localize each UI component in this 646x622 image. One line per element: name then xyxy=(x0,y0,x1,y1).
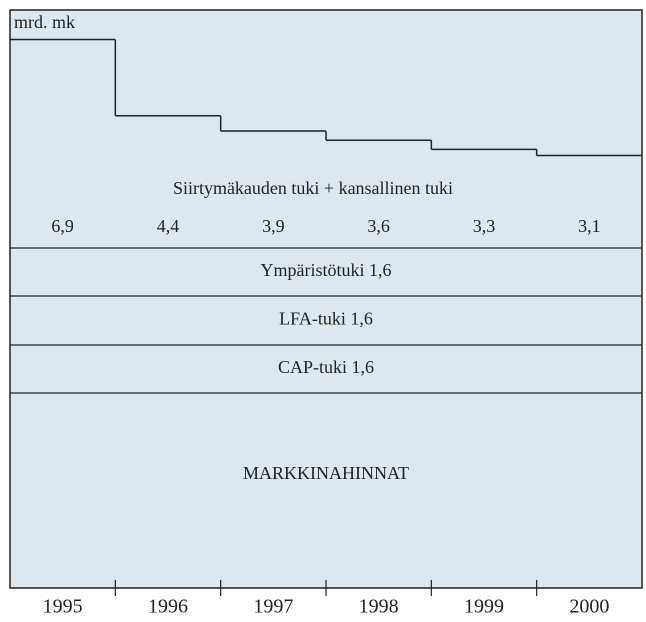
x-tick-label: 2000 xyxy=(569,596,609,618)
value-label: 3,3 xyxy=(473,216,496,236)
x-tick-label: 1999 xyxy=(464,596,504,618)
band-label: LFA-tuki 1,6 xyxy=(279,309,373,329)
series-label: Siirtymäkauden tuki + kansallinen tuki xyxy=(173,178,453,198)
x-tick-label: 1995 xyxy=(43,596,83,618)
value-label: 3,1 xyxy=(578,216,601,236)
value-label: 6,9 xyxy=(51,216,74,236)
plot-frame xyxy=(9,9,643,589)
x-tick-label: 1997 xyxy=(253,596,293,618)
band-label: MARKKINAHINNAT xyxy=(243,463,409,483)
x-tick-label: 1996 xyxy=(148,596,188,618)
x-tick-label: 1998 xyxy=(359,596,399,618)
value-label: 4,4 xyxy=(157,216,180,236)
unit-label: mrd. mk xyxy=(14,12,75,32)
band-label: Ympäristötuki 1,6 xyxy=(261,260,392,280)
band-label: CAP-tuki 1,6 xyxy=(278,357,374,377)
value-label: 3,6 xyxy=(367,216,390,236)
value-label: 3,9 xyxy=(262,216,285,236)
